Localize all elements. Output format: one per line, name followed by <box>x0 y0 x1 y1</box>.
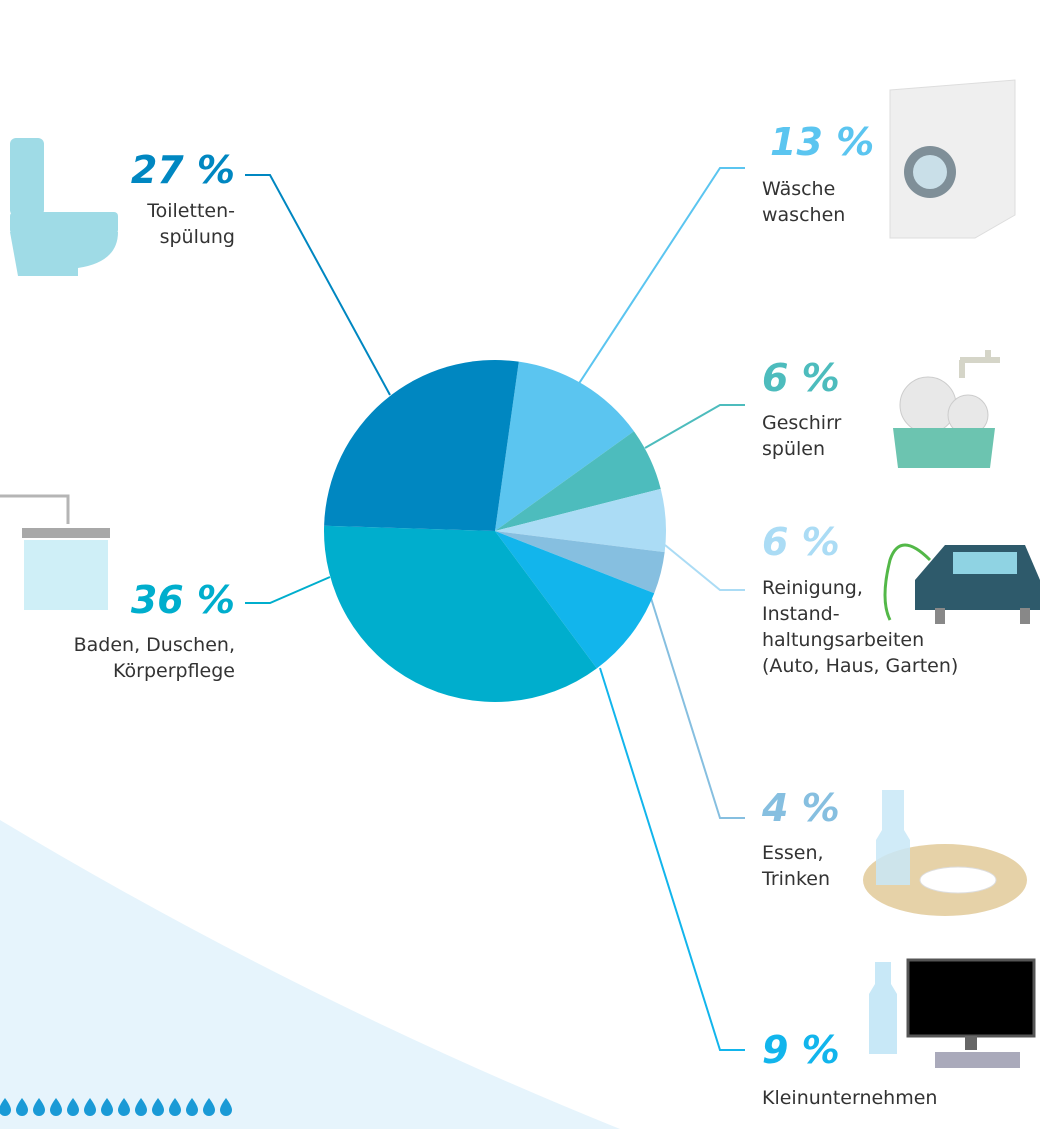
category-label: Geschirr spülen <box>762 412 842 460</box>
computer-icon <box>869 958 1036 1068</box>
value-label: 36 % <box>130 578 235 622</box>
category-label: Wäsche waschen <box>762 178 846 226</box>
pie-slice <box>495 488 666 553</box>
value-label: 9 % <box>762 1028 840 1072</box>
value-label: 6 % <box>762 356 840 400</box>
water-drops <box>0 1098 232 1116</box>
category-label: Toiletten- spülung <box>147 200 235 248</box>
category-label: Essen, Trinken <box>762 842 831 890</box>
pie-slice <box>495 531 655 669</box>
shower-icon <box>0 494 110 610</box>
pie-slice <box>324 525 597 702</box>
pie-slice <box>495 431 661 531</box>
pie-slice <box>495 361 634 531</box>
category-label: Baden, Duschen, Körperpflege <box>73 634 235 682</box>
leader-lines <box>245 167 745 1051</box>
washing-machine-icon <box>889 79 1016 239</box>
value-label: 13 % <box>770 120 875 164</box>
category-label: Reinigung, Instand- haltungsarbeiten (Au… <box>762 577 959 677</box>
value-label: 27 % <box>130 148 235 192</box>
pie-slice <box>495 531 665 594</box>
table-icon <box>863 790 1027 916</box>
toilet-icon <box>10 138 118 276</box>
dishes-icon <box>893 350 1000 468</box>
pie-slice <box>324 360 519 531</box>
car-icon <box>883 543 1040 624</box>
category-label: Kleinunternehmen <box>762 1087 938 1109</box>
value-label: 4 % <box>762 786 840 830</box>
background-wave <box>0 820 620 1129</box>
value-label: 6 % <box>762 520 840 564</box>
